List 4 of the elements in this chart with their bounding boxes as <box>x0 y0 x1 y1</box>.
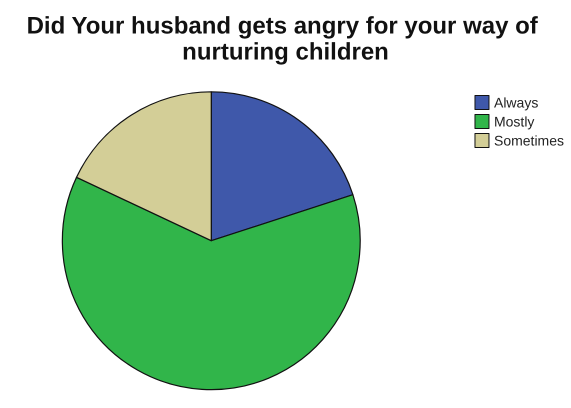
chart-title: Did Your husband gets angry for your way of nurturing children <box>26 12 544 66</box>
legend-label: Always <box>494 94 538 110</box>
legend-label: Sometimes <box>494 132 564 148</box>
legend-label: Mostly <box>494 114 534 130</box>
